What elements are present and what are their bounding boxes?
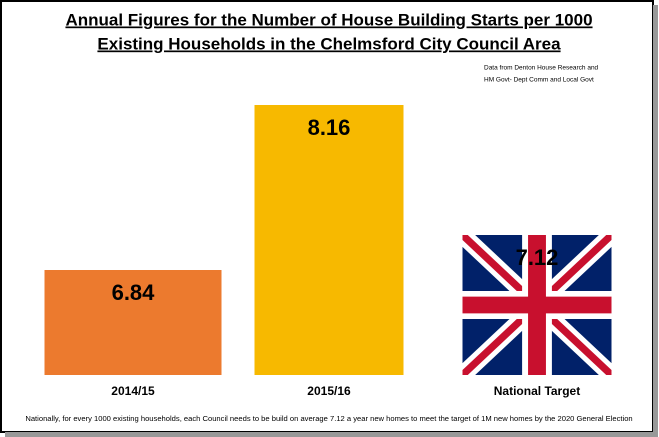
value-label: 6.84 xyxy=(112,280,156,305)
x-tick-label: 2014/15 xyxy=(111,384,155,398)
source: Data from Denton House Research and xyxy=(484,65,599,72)
value-label: 7.12 xyxy=(516,245,559,270)
footnote: Nationally, for every 1000 existing hous… xyxy=(25,414,632,423)
x-tick-label: National Target xyxy=(494,384,580,398)
shadow xyxy=(5,432,658,437)
bar xyxy=(462,235,612,375)
bar xyxy=(44,270,222,375)
chart-title: Existing Households in the Chelmsford Ci… xyxy=(97,34,561,53)
shadow xyxy=(653,5,658,436)
bar xyxy=(254,105,404,375)
x-tick-label: 2015/16 xyxy=(307,384,351,398)
chart-title: Annual Figures for the Number of House B… xyxy=(65,10,592,29)
source: HM Govt- Dept Comm and Local Govt xyxy=(484,77,594,84)
value-label: 8.16 xyxy=(308,115,351,140)
